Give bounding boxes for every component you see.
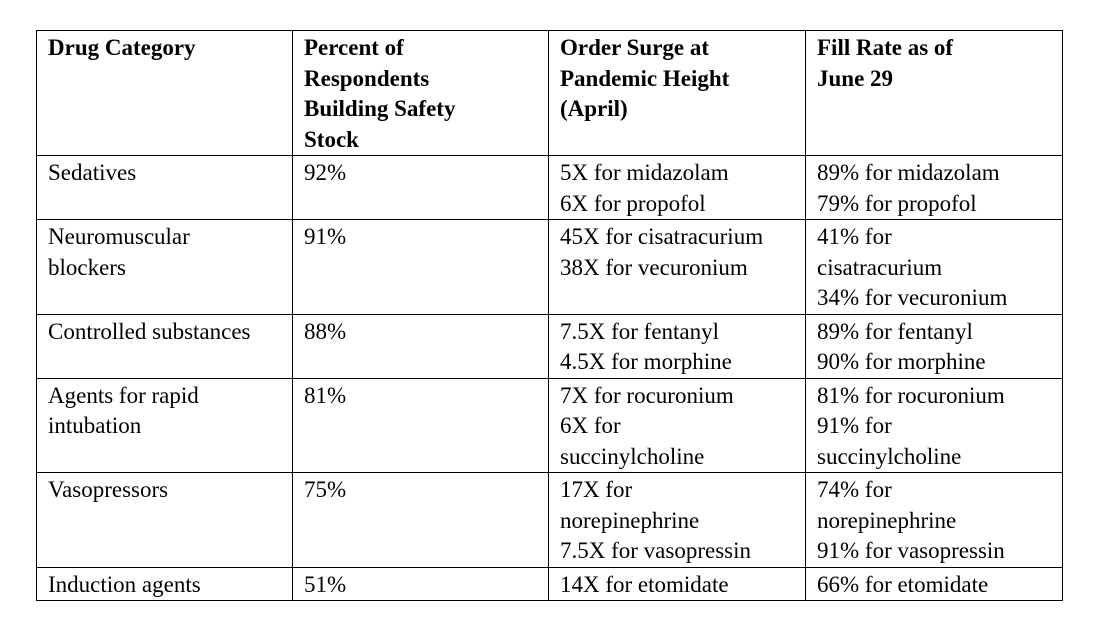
drug-shortage-table: Drug Category Percent of Respondents Bui…	[36, 30, 1063, 601]
cell-fill-rate: 66% for etomidate	[805, 566, 1063, 601]
cell-line: 7.5X for fentanyl	[560, 318, 720, 344]
cell-line: Vasopressors	[48, 477, 169, 502]
cell-line: 79% for propofol	[817, 190, 977, 216]
cell-percent: 51%	[292, 566, 549, 601]
cell-fill-rate: 81% for rocuronium 91% for succinylcholi…	[805, 377, 1063, 473]
header-line: Pandemic Height	[560, 65, 730, 91]
cell-line: 34% for vecuronium	[817, 285, 1008, 310]
cell-order-surge: 7.5X for fentanyl 4.5X for morphine	[548, 313, 806, 379]
cell-line: 51%	[304, 571, 347, 597]
cell-line: 81% for rocuronium	[817, 382, 1005, 408]
header-line: Respondents	[304, 65, 430, 91]
header-line: Building Safety	[304, 96, 456, 121]
cell-line: 4.5X for morphine	[560, 349, 732, 374]
table-row: Sedatives 92% 5X for midazolam 6X for pr…	[36, 155, 1063, 220]
cell-line: 66% for etomidate	[817, 571, 989, 597]
header-line: Percent of	[304, 35, 404, 60]
cell-line: 17X for	[560, 477, 633, 502]
cell-line: Controlled substances	[48, 318, 251, 344]
cell-line: norepinephrine	[560, 507, 700, 533]
cell-drug-category: Controlled substances	[36, 313, 293, 379]
cell-line: 6X for propofol	[560, 190, 706, 216]
cell-percent: 92%	[292, 155, 549, 220]
cell-line: 91% for vasopressin	[817, 538, 1005, 563]
cell-order-surge: 7X for rocuronium 6X for succinylcholine	[548, 377, 806, 473]
header-order-surge: Order Surge at Pandemic Height (April)	[548, 30, 806, 156]
cell-line: succinylcholine	[817, 443, 962, 469]
cell-line: 91% for	[817, 413, 892, 438]
header-drug-category: Drug Category	[36, 30, 293, 156]
header-line: June 29	[817, 65, 894, 91]
cell-line: 6X for	[560, 413, 621, 438]
cell-percent: 75%	[292, 472, 549, 568]
cell-line: Agents for rapid	[48, 382, 199, 408]
cell-line: Induction agents	[48, 571, 201, 597]
cell-order-surge: 14X for etomidate	[548, 566, 806, 601]
cell-line: succinylcholine	[560, 443, 705, 469]
cell-line: 91%	[304, 224, 347, 249]
table-header-row: Drug Category Percent of Respondents Bui…	[36, 30, 1063, 156]
cell-line: intubation	[48, 413, 142, 438]
cell-line: 38X for vecuronium	[560, 254, 748, 280]
header-line: Stock	[304, 126, 359, 152]
table-row: Controlled substances 88% 7.5X for fenta…	[36, 313, 1063, 379]
cell-line: 92%	[304, 160, 347, 185]
header-line: (April)	[560, 96, 628, 121]
cell-line: 7X for rocuronium	[560, 382, 734, 408]
header-line: Fill Rate as of	[817, 35, 954, 60]
cell-line: 89% for fentanyl	[817, 318, 973, 344]
cell-line: 7.5X for vasopressin	[560, 538, 751, 563]
cell-drug-category: Sedatives	[36, 155, 293, 220]
header-fill-rate: Fill Rate as of June 29	[805, 30, 1063, 156]
cell-fill-rate: 74% for norepinephrine 91% for vasopress…	[805, 472, 1063, 568]
header-percent-respondents: Percent of Respondents Building Safety S…	[292, 30, 549, 156]
cell-line: blockers	[48, 254, 126, 280]
cell-line: 41% for	[817, 224, 892, 249]
cell-line: 5X for midazolam	[560, 160, 729, 185]
cell-line: 74% for	[817, 477, 892, 502]
header-line: Order Surge at	[560, 35, 710, 60]
cell-line: cisatracurium	[817, 254, 943, 280]
cell-line: 14X for etomidate	[560, 571, 729, 597]
table-row: Neuromuscular blockers 91% 45X for cisat…	[36, 219, 1063, 315]
cell-line: Sedatives	[48, 160, 137, 185]
cell-drug-category: Induction agents	[36, 566, 293, 601]
cell-fill-rate: 89% for midazolam 79% for propofol	[805, 155, 1063, 220]
cell-line: norepinephrine	[817, 507, 957, 533]
cell-line: 89% for midazolam	[817, 160, 1000, 185]
cell-fill-rate: 41% for cisatracurium 34% for vecuronium	[805, 219, 1063, 315]
cell-percent: 91%	[292, 219, 549, 315]
table-row: Agents for rapid intubation 81% 7X for r…	[36, 377, 1063, 473]
header-line: Drug Category	[48, 35, 196, 60]
cell-order-surge: 17X for norepinephrine 7.5X for vasopres…	[548, 472, 806, 568]
cell-drug-category: Neuromuscular blockers	[36, 219, 293, 315]
table-row: Induction agents 51% 14X for etomidate 6…	[36, 566, 1063, 601]
table-row: Vasopressors 75% 17X for norepinephrine …	[36, 472, 1063, 568]
cell-line: 88%	[304, 318, 347, 344]
cell-drug-category: Vasopressors	[36, 472, 293, 568]
cell-line: 75%	[304, 477, 347, 502]
cell-fill-rate: 89% for fentanyl 90% for morphine	[805, 313, 1063, 379]
cell-line: 81%	[304, 382, 347, 408]
cell-percent: 81%	[292, 377, 549, 473]
cell-drug-category: Agents for rapid intubation	[36, 377, 293, 473]
cell-order-surge: 45X for cisatracurium 38X for vecuronium	[548, 219, 806, 315]
cell-line: 90% for morphine	[817, 349, 986, 374]
cell-line: 45X for cisatracurium	[560, 224, 764, 249]
cell-percent: 88%	[292, 313, 549, 379]
cell-line: Neuromuscular	[48, 224, 190, 249]
cell-order-surge: 5X for midazolam 6X for propofol	[548, 155, 806, 220]
